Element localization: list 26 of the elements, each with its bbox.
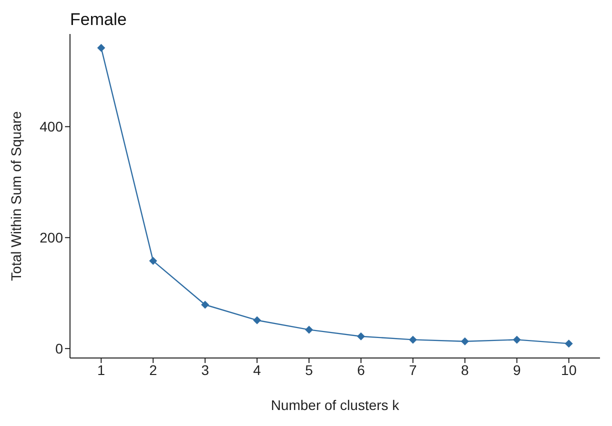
x-axis-title: Number of clusters k — [270, 397, 400, 413]
point — [460, 337, 469, 346]
point — [408, 336, 417, 344]
x-tick-label: 6 — [357, 362, 366, 378]
x-tick-label: 10 — [561, 362, 577, 378]
point — [149, 256, 158, 265]
x-tick-label: 5 — [305, 362, 314, 378]
x-tick-label: 9 — [512, 362, 521, 378]
chart-title: Female — [70, 10, 127, 30]
point — [564, 340, 573, 348]
x-tick-label: 2 — [149, 362, 158, 378]
y-axis-title: Total Within Sum of Square — [8, 110, 24, 281]
point — [305, 326, 314, 334]
point — [512, 336, 521, 344]
x-tick-label: 7 — [409, 362, 418, 378]
x-tick-label: 4 — [253, 362, 262, 378]
y-tick-label: 200 — [40, 230, 64, 246]
y-tick-label: 0 — [55, 340, 64, 357]
point — [201, 300, 210, 309]
y-tick-label: 400 — [40, 118, 64, 135]
point — [356, 332, 365, 340]
x-tick-label: 3 — [201, 362, 210, 378]
x-tick-label: 1 — [97, 362, 106, 378]
point — [97, 44, 106, 52]
point — [253, 316, 262, 324]
x-tick-label: 8 — [461, 362, 470, 378]
